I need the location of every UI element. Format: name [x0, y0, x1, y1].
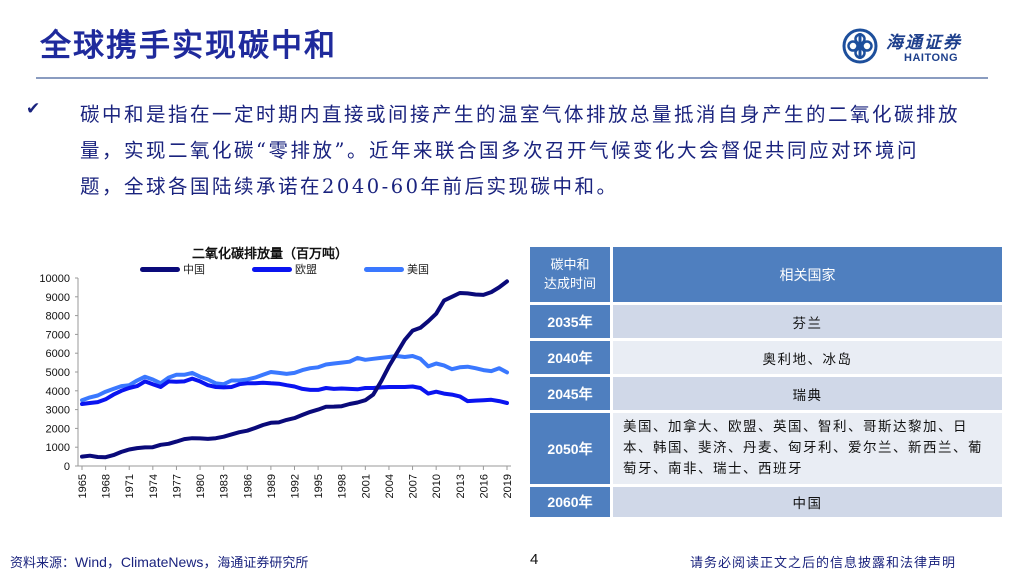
intro-text: 碳中和是指在一定时期内直接或间接产生的温室气体排放总量抵消自身产生的二氧化碳排放…: [80, 103, 961, 198]
countries-cell: 奥利地、冰岛: [613, 341, 1002, 374]
haitong-logo: 海通证券 HAITONG: [842, 24, 1002, 72]
carbon-neutral-table: 碳中和 达成时间 相关国家 2035年 芬兰 2040年 奥利地、冰岛 2045…: [530, 244, 1002, 520]
x-tick-label: 2001: [360, 474, 372, 498]
x-tick-label: 1989: [266, 474, 278, 498]
y-tick-label: 0: [64, 461, 70, 473]
table-row: 2050年 美国、加拿大、欧盟、英国、智利、哥斯达黎加、日本、韩国、斐济、丹麦、…: [530, 413, 1002, 484]
header-time-line1: 碳中和: [550, 257, 590, 273]
legend-swatch-us: [364, 266, 404, 272]
y-tick-label: 9000: [46, 292, 70, 304]
legend-item-us: 美国: [364, 261, 429, 277]
y-tick-label: 8000: [46, 311, 70, 323]
x-tick-label: 2019: [502, 474, 514, 498]
countries-cell: 美国、加拿大、欧盟、英国、智利、哥斯达黎加、日本、韩国、斐济、丹麦、匈牙利、爱尔…: [613, 413, 1002, 484]
x-tick-label: 1986: [242, 474, 254, 498]
legend-item-china: 中国: [140, 261, 205, 277]
x-tick-label: 1968: [101, 474, 113, 498]
y-tick-label: 7000: [46, 329, 70, 341]
y-tick-label: 2000: [46, 423, 70, 435]
year-cell: 2050年: [530, 413, 613, 484]
x-tick-label: 2016: [478, 474, 490, 498]
header-time-line2: 达成时间: [543, 276, 596, 292]
check-icon: ✔: [26, 99, 41, 119]
countries-cell: 中国: [613, 487, 1002, 517]
table-row: 2035年 芬兰: [530, 305, 1002, 338]
source-label: 资料来源：: [10, 556, 76, 571]
header-time: 碳中和 达成时间: [530, 247, 613, 302]
legend-label-us: 美国: [407, 263, 429, 276]
table-row: 2060年 中国: [530, 487, 1002, 517]
haitong-logo-icon: [842, 28, 878, 64]
x-tick-label: 1980: [195, 474, 207, 498]
y-tick-label: 4000: [46, 386, 70, 398]
series-line-0: [80, 279, 509, 460]
table-header-row: 碳中和 达成时间 相关国家: [530, 247, 1002, 302]
year-cell: 2060年: [530, 487, 613, 517]
x-tick-label: 1983: [219, 474, 231, 498]
year-cell: 2040年: [530, 341, 613, 374]
page-title: 全球携手实现碳中和: [40, 28, 337, 64]
x-tick-label: 2007: [408, 474, 420, 498]
x-tick-label: 1998: [337, 474, 349, 498]
x-tick-label: 1995: [313, 474, 325, 498]
x-tick-label: 1992: [290, 474, 302, 498]
table-row: 2045年 瑞典: [530, 377, 1002, 410]
x-tick-label: 1977: [171, 474, 183, 498]
header-divider: [36, 77, 988, 79]
chart-title: 二氧化碳排放量（百万吨）: [191, 247, 348, 262]
y-tick-label: 1000: [46, 442, 70, 454]
chart-legend: 中国 欧盟 美国: [140, 261, 460, 277]
year-cell: 2045年: [530, 377, 613, 410]
source-cn: 海通证券研究所: [217, 556, 309, 571]
countries-cell: 芬兰: [613, 305, 1002, 338]
legend-label-eu: 欧盟: [295, 263, 317, 276]
y-tick-label: 3000: [46, 405, 70, 417]
x-tick-label: 2010: [431, 474, 443, 498]
y-tick-label: 5000: [46, 367, 70, 379]
x-tick-label: 1965: [77, 474, 89, 498]
logo-english-text: HAITONG: [904, 52, 959, 64]
legal-disclaimer: 请务必阅读正文之后的信息披露和法律声明: [690, 556, 957, 571]
footer-source: 资料来源：Wind，ClimateNews，海通证券研究所: [10, 552, 308, 572]
series-line-2: [80, 354, 509, 403]
co2-emissions-chart: 0 1000 2000 3000 4000 5000 6000 7000 8000 9000 100…: [20, 238, 520, 510]
year-cell: 2035年: [530, 305, 613, 338]
y-tick-label: 6000: [46, 348, 70, 360]
logo-chinese-text: 海通证券: [886, 33, 962, 53]
countries-cell: 瑞典: [613, 377, 1002, 410]
y-tick-label: 10000: [39, 273, 70, 285]
x-tick-label: 1974: [148, 474, 160, 498]
legend-label-china: 中国: [183, 263, 205, 276]
chart-plot: 0 1000 2000 3000 4000 5000 6000 7000 8000 9000 100…: [39, 273, 514, 498]
legend-swatch-china: [140, 266, 180, 272]
legend-swatch-eu: [252, 266, 292, 272]
x-tick-label: 2004: [384, 474, 396, 498]
series-line-1: [80, 376, 509, 406]
legend-item-eu: 欧盟: [252, 261, 317, 277]
source-latin: Wind，ClimateNews，: [75, 554, 218, 570]
x-tick-label: 2013: [455, 474, 467, 498]
header-countries: 相关国家: [613, 247, 1002, 302]
x-tick-label: 1971: [124, 474, 136, 498]
page-number: 4: [530, 551, 539, 568]
table-row: 2040年 奥利地、冰岛: [530, 341, 1002, 374]
